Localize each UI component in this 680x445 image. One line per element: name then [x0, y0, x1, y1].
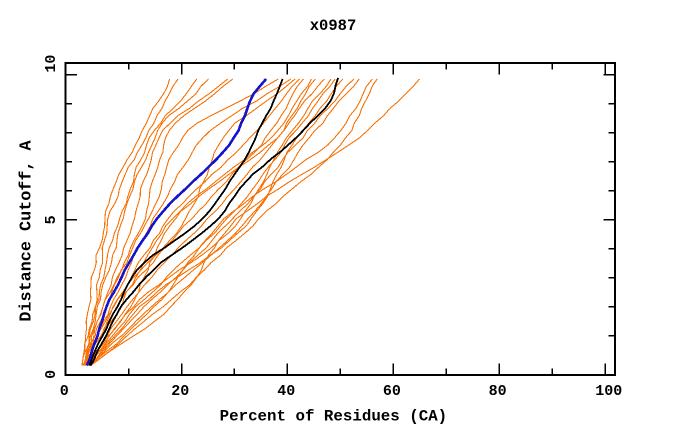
- svg-text:Distance Cutoff, A: Distance Cutoff, A: [18, 139, 37, 321]
- svg-text:0: 0: [43, 370, 60, 379]
- svg-text:80: 80: [489, 383, 507, 400]
- svg-text:100: 100: [595, 383, 622, 400]
- svg-text:20: 20: [171, 383, 189, 400]
- svg-text:Percent of Residues (CA): Percent of Residues (CA): [220, 407, 448, 425]
- svg-text:0: 0: [60, 383, 69, 400]
- svg-text:40: 40: [277, 383, 295, 400]
- svg-text:5: 5: [43, 215, 60, 224]
- svg-text:60: 60: [383, 383, 401, 400]
- svg-text:10: 10: [43, 55, 60, 73]
- svg-text:x0987: x0987: [310, 17, 357, 35]
